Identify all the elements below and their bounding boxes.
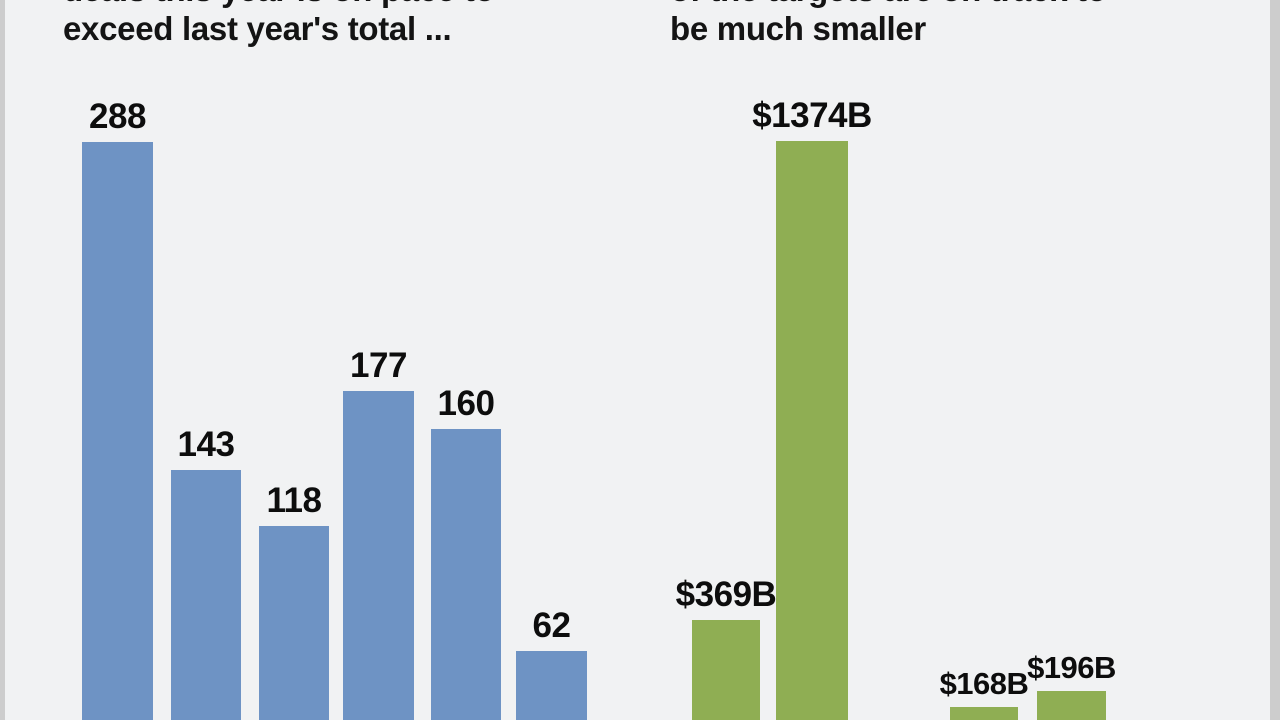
- bar-group: 288: [82, 99, 153, 720]
- bar-value-label: 288: [89, 97, 146, 136]
- left-bar-plot: 288 143 118 177 160 62: [5, 0, 640, 720]
- bar-group: 177: [343, 348, 414, 720]
- bar-group: $369B: [676, 577, 777, 720]
- bar-group: $196B: [1027, 652, 1116, 720]
- bar: [431, 429, 501, 720]
- left-chart-panel: deals this year is on pace to exceed las…: [5, 0, 640, 720]
- bar: [343, 391, 414, 720]
- bar: [776, 141, 848, 720]
- bar-group: 62: [516, 608, 587, 720]
- left-edge-gutter: [0, 0, 5, 720]
- bar: [259, 526, 329, 720]
- bar-value-label: 177: [350, 346, 407, 385]
- bar-group: 160: [431, 386, 501, 720]
- bar-value-label: 118: [266, 481, 322, 520]
- right-headline: of the targets are on track to be much s…: [670, 0, 1107, 47]
- bar-group: $168B: [940, 668, 1029, 720]
- bar-group: 118: [259, 483, 329, 720]
- bar: [950, 707, 1018, 720]
- right-bar-plot: $369B $1374B $168B $196B: [640, 0, 1270, 720]
- bar-value-label: $1374B: [752, 96, 872, 135]
- bar-value-label: 160: [437, 384, 495, 423]
- bar: [692, 620, 760, 720]
- right-chart-panel: of the targets are on track to be much s…: [640, 0, 1270, 720]
- bar: [1037, 691, 1106, 720]
- bar-group: $1374B: [752, 98, 872, 720]
- bar-group: 143: [171, 427, 241, 720]
- bar: [171, 470, 241, 720]
- bar-value-label: $196B: [1027, 650, 1116, 685]
- bar: [516, 651, 587, 720]
- bar-value-label: 143: [177, 425, 235, 464]
- bar: [82, 142, 153, 720]
- bar-value-label: $369B: [675, 575, 777, 614]
- bar-value-label: $168B: [939, 666, 1029, 701]
- right-edge-gutter: [1270, 0, 1280, 720]
- left-headline: deals this year is on pace to exceed las…: [63, 0, 495, 47]
- bar-value-label: 62: [532, 606, 571, 645]
